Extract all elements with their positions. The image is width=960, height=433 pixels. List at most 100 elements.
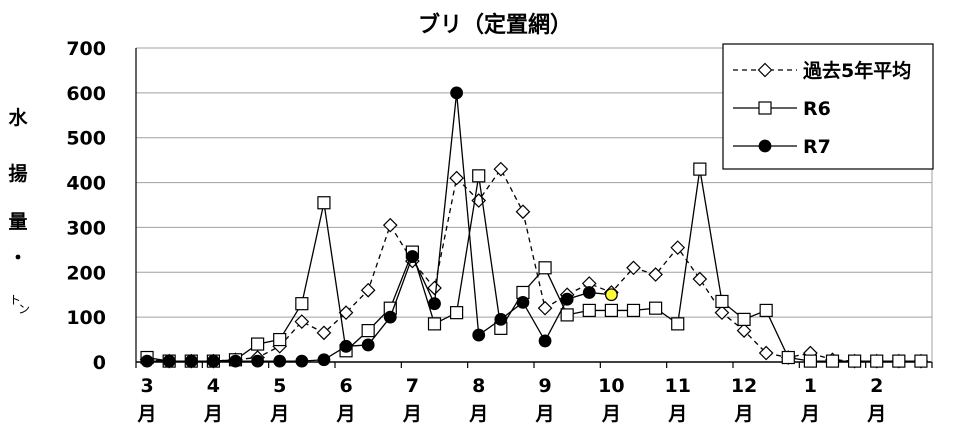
series-layer xyxy=(139,86,929,369)
series-2-point-6 xyxy=(273,354,287,368)
series-0-point-26 xyxy=(714,305,730,321)
x-tick-label-unit-11: 月 xyxy=(866,403,886,425)
series-1-point-5 xyxy=(251,337,265,351)
legend-marker-1 xyxy=(758,101,772,115)
series-0-point-10 xyxy=(360,282,376,298)
x-tick-label-month-8: 11 xyxy=(664,375,690,397)
legend-label-1: R6 xyxy=(803,98,831,120)
series-line-0 xyxy=(147,167,921,362)
series-2-point-10 xyxy=(361,338,375,352)
series-0-point-23 xyxy=(648,267,663,282)
y-tick-label-100: 100 xyxy=(66,307,106,329)
series-1-point-31 xyxy=(825,354,840,368)
series-1-point-13 xyxy=(427,317,442,331)
series-1-point-7 xyxy=(295,297,309,311)
series-1-point-23 xyxy=(649,301,663,315)
legend: 過去5年平均 R6 R7 xyxy=(722,43,934,170)
series-1-point-6 xyxy=(273,332,287,347)
x-tick-label-month-4: 7 xyxy=(406,375,419,397)
series-0-point-28 xyxy=(758,345,774,361)
series-2-point-4 xyxy=(229,354,242,368)
series-1-point-18 xyxy=(538,261,552,275)
series-1-point-20 xyxy=(582,303,596,318)
series-1-point-24 xyxy=(671,317,685,331)
series-0-point-8 xyxy=(316,325,332,341)
y-axis-title-char-3: 量 xyxy=(8,211,27,233)
x-tick-label-unit-7: 月 xyxy=(601,403,621,425)
series-2-point-21 xyxy=(604,288,618,302)
legend-box xyxy=(722,43,934,170)
series-1-point-30 xyxy=(803,354,817,368)
series-1-point-25 xyxy=(693,162,707,176)
y-axis-title-char-5: ト xyxy=(9,293,21,307)
y-axis-labels: 0 100 200 300 400 500 600 700 xyxy=(66,38,106,374)
series-2-point-2 xyxy=(184,354,198,368)
series-0-point-9 xyxy=(338,305,354,321)
x-tick-label-month-3: 6 xyxy=(339,375,352,397)
y-axis-title-char-4: ・ xyxy=(8,247,27,269)
legend-label-0: 過去5年平均 xyxy=(803,59,911,82)
series-1-point-10 xyxy=(361,324,375,338)
x-tick-label-month-0: 3 xyxy=(140,375,153,397)
y-axis-title-char-6: ン xyxy=(18,302,30,316)
series-2-point-16 xyxy=(494,312,508,326)
series-2-point-18 xyxy=(538,334,552,348)
x-tick-label-unit-10: 月 xyxy=(800,403,820,425)
series-1-point-27 xyxy=(737,312,751,326)
x-tick-label-unit-1: 月 xyxy=(203,403,223,425)
series-0-point-17 xyxy=(515,204,531,220)
series-1-point-29 xyxy=(781,350,795,365)
x-tick-label-month-11: 2 xyxy=(870,375,883,397)
series-0-point-16 xyxy=(493,161,509,177)
series-0-point-25 xyxy=(692,271,708,287)
x-tick-label-unit-2: 月 xyxy=(269,403,289,425)
series-2-point-14 xyxy=(450,86,464,100)
x-tick-label-unit-4: 月 xyxy=(402,403,422,425)
chart-title: ブリ（定置網） xyxy=(418,12,572,38)
series-1-point-19 xyxy=(560,308,574,322)
y-tick-label-0: 0 xyxy=(93,352,106,374)
series-2-point-3 xyxy=(206,354,220,368)
series-0-point-22 xyxy=(626,260,641,276)
series-2-point-17 xyxy=(516,295,530,309)
y-axis-title: 水 揚 量 ・ ト ン xyxy=(8,107,30,316)
series-line-1 xyxy=(146,169,921,362)
y-tick-label-300: 300 xyxy=(66,217,106,239)
y-axis-title-char-2: 揚 xyxy=(8,162,27,185)
series-1-point-22 xyxy=(626,303,641,318)
x-tick-label-unit-9: 月 xyxy=(734,403,754,425)
series-1-point-8 xyxy=(317,196,331,210)
series-2-point-8 xyxy=(317,353,331,367)
series-line-2 xyxy=(147,92,612,362)
x-tick-label-month-1: 4 xyxy=(207,375,220,397)
series-0-point-24 xyxy=(670,240,686,255)
series-2-point-0 xyxy=(140,354,154,368)
y-axis-title-char-1: 水 xyxy=(8,107,28,129)
series-0 xyxy=(139,161,929,369)
x-tick-label-unit-5: 月 xyxy=(468,403,488,425)
x-tick-label-unit-3: 月 xyxy=(336,403,356,425)
y-tick-label-700: 700 xyxy=(66,38,106,60)
series-1-point-34 xyxy=(892,354,906,368)
series-2-point-5 xyxy=(251,354,265,368)
grid xyxy=(135,47,933,368)
series-2-point-12 xyxy=(405,250,419,263)
series-2-point-9 xyxy=(339,339,353,353)
series-2-point-20 xyxy=(582,286,596,299)
series-2-point-7 xyxy=(295,354,309,368)
series-1-point-14 xyxy=(450,306,464,320)
series-2 xyxy=(140,86,618,368)
series-0-point-7 xyxy=(294,314,310,329)
series-1-point-26 xyxy=(715,294,729,309)
x-tick-label-month-9: 12 xyxy=(731,375,757,397)
y-tick-label-600: 600 xyxy=(66,83,106,105)
legend-label-2: R7 xyxy=(803,136,831,158)
series-0-point-13 xyxy=(427,280,442,296)
y-tick-label-400: 400 xyxy=(66,173,106,195)
series-1-point-32 xyxy=(848,354,862,368)
series-2-point-1 xyxy=(162,354,176,368)
x-tick-label-unit-8: 月 xyxy=(667,403,687,425)
series-1-point-35 xyxy=(914,354,928,368)
y-tick-label-500: 500 xyxy=(66,128,106,150)
